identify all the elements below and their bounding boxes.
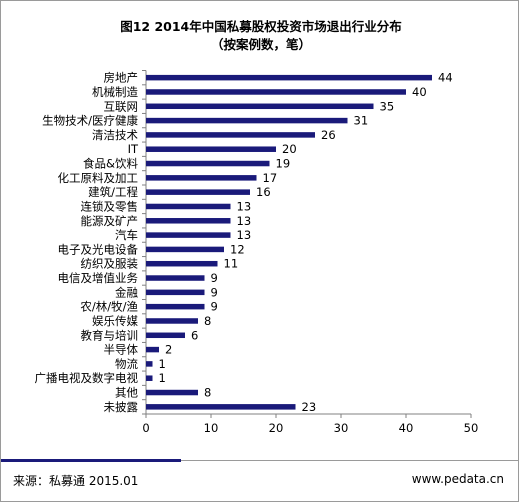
bar bbox=[146, 232, 231, 238]
x-tick-label: 20 bbox=[269, 421, 284, 435]
category-label: 物流 bbox=[115, 357, 138, 371]
data-label: 16 bbox=[256, 185, 271, 199]
category-label: 娱乐传媒 bbox=[92, 314, 138, 328]
data-label: 2 bbox=[165, 343, 172, 357]
website-link[interactable]: www.pedata.cn bbox=[411, 472, 504, 486]
category-label: 能源及矿产 bbox=[81, 214, 139, 228]
data-label: 20 bbox=[282, 142, 297, 156]
x-tick-label: 40 bbox=[399, 421, 414, 435]
footer-accent-rule bbox=[1, 459, 181, 462]
data-label: 19 bbox=[276, 157, 291, 171]
bar bbox=[146, 375, 153, 381]
data-label: 35 bbox=[380, 99, 395, 113]
bar bbox=[146, 389, 198, 396]
category-label: 建筑/工程 bbox=[88, 185, 138, 199]
category-label: 未披露 bbox=[104, 400, 139, 414]
bar bbox=[146, 218, 231, 224]
x-tick-label: 50 bbox=[464, 421, 479, 435]
data-label: 12 bbox=[230, 242, 245, 256]
bar bbox=[146, 175, 257, 181]
data-label: 8 bbox=[204, 386, 211, 400]
data-label: 17 bbox=[263, 171, 278, 185]
x-tick-label: 10 bbox=[204, 421, 219, 435]
footer: 来源：私募通 2015.01 www.pedata.cn bbox=[1, 459, 518, 501]
bar bbox=[146, 318, 198, 324]
category-label: 食品&饮料 bbox=[83, 157, 138, 171]
bar bbox=[146, 260, 218, 267]
data-label: 11 bbox=[224, 257, 239, 271]
x-tick-label: 0 bbox=[142, 421, 149, 435]
x-tick-label: 30 bbox=[334, 421, 349, 435]
data-label: 8 bbox=[204, 314, 211, 328]
bar bbox=[146, 361, 153, 367]
category-label: 清洁技术 bbox=[92, 128, 138, 142]
data-label: 9 bbox=[211, 300, 218, 314]
bar bbox=[146, 275, 205, 281]
bar bbox=[146, 189, 250, 195]
category-label: 金融 bbox=[115, 285, 138, 299]
category-label: 其他 bbox=[115, 386, 138, 400]
data-label: 1 bbox=[159, 371, 166, 385]
data-label: 13 bbox=[237, 199, 252, 213]
data-label: 9 bbox=[211, 285, 218, 299]
category-label: 连锁及零售 bbox=[81, 199, 139, 213]
footer-rule bbox=[181, 460, 518, 461]
bar bbox=[146, 346, 159, 353]
category-label: IT bbox=[128, 142, 139, 156]
bar-chart: 图12 2014年中国私募股权投资市场退出行业分布 （按案例数，笔） 房地产 44 机械… bbox=[35, 19, 479, 435]
category-label: 房地产 bbox=[104, 71, 139, 85]
bar bbox=[146, 303, 205, 310]
bar bbox=[146, 289, 205, 296]
category-label: 教育与培训 bbox=[81, 328, 139, 342]
bar bbox=[146, 117, 348, 124]
category-label: 电信及增值业务 bbox=[58, 271, 139, 285]
category-label: 电子及光电设备 bbox=[58, 242, 139, 256]
data-label: 13 bbox=[237, 214, 252, 228]
bar bbox=[146, 74, 432, 81]
category-label: 化工原料及加工 bbox=[58, 171, 139, 185]
source-note: 来源：私募通 2015.01 bbox=[13, 474, 139, 488]
bar bbox=[146, 404, 296, 410]
bar bbox=[146, 132, 315, 138]
category-label: 机械制造 bbox=[92, 85, 138, 99]
category-label: 广播电视及数字电视 bbox=[35, 371, 139, 385]
bar bbox=[146, 332, 185, 339]
category-label: 纺织及服装 bbox=[81, 257, 139, 271]
chart-title: 图12 2014年中国私募股权投资市场退出行业分布 bbox=[120, 19, 402, 34]
category-label: 互联网 bbox=[104, 99, 139, 113]
data-label: 13 bbox=[237, 228, 252, 242]
bar bbox=[146, 203, 231, 210]
category-label: 生物技术/医疗健康 bbox=[42, 114, 138, 128]
data-label: 31 bbox=[354, 114, 369, 128]
bar bbox=[146, 146, 276, 152]
bar bbox=[146, 89, 406, 95]
data-label: 9 bbox=[211, 271, 218, 285]
data-label: 40 bbox=[412, 85, 427, 99]
data-label: 6 bbox=[191, 328, 198, 342]
category-label: 汽车 bbox=[115, 228, 138, 242]
bar bbox=[146, 246, 224, 253]
bar bbox=[146, 160, 270, 167]
data-label: 26 bbox=[321, 128, 336, 142]
bar bbox=[146, 103, 374, 110]
data-label: 1 bbox=[159, 357, 166, 371]
data-label: 23 bbox=[302, 400, 317, 414]
category-label: 农/林/牧/渔 bbox=[80, 300, 138, 314]
chart-subtitle: （按案例数，笔） bbox=[211, 37, 311, 52]
data-label: 44 bbox=[438, 71, 453, 85]
category-label: 半导体 bbox=[104, 343, 139, 357]
